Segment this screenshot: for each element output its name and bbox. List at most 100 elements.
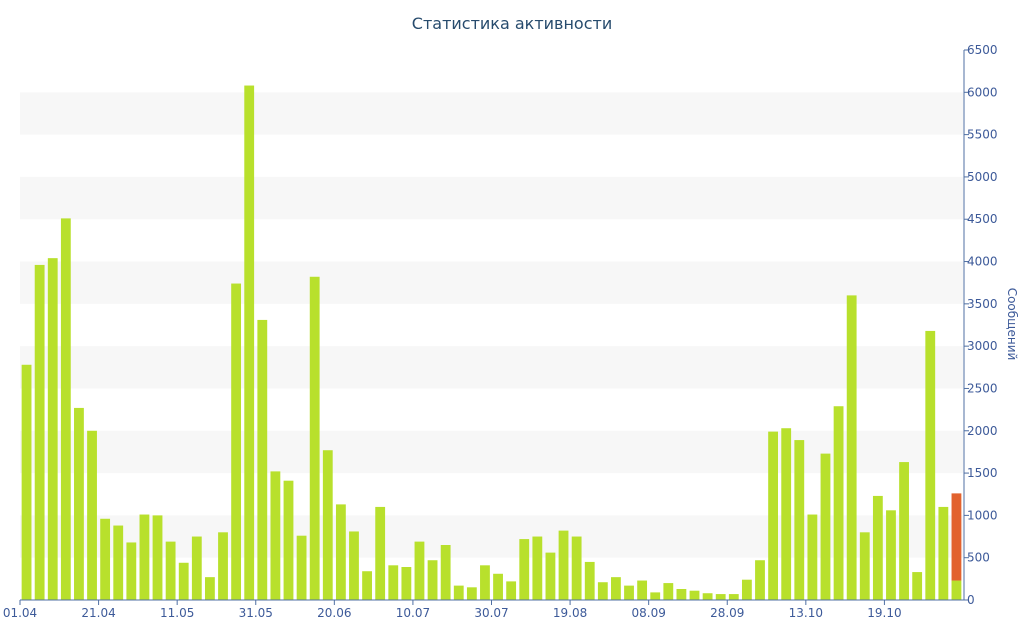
bar: [951, 580, 962, 600]
x-tick-label: 20.06: [317, 606, 351, 620]
bar: [453, 585, 464, 600]
x-tick-label: 01.04: [3, 606, 37, 620]
grid-band: [20, 346, 963, 389]
y-tick-label: 6500: [967, 43, 998, 57]
bar: [886, 510, 896, 600]
bar: [650, 592, 661, 600]
bar: [74, 407, 84, 600]
x-tick-label: 21.04: [81, 606, 115, 620]
y-tick-label: 4000: [967, 255, 998, 269]
bar: [244, 85, 255, 601]
x-tick-label: 08.09: [631, 606, 665, 620]
bar: [218, 532, 228, 600]
grid-band: [20, 176, 963, 220]
bar: [283, 480, 294, 600]
y-tick-label: 5500: [967, 128, 998, 142]
bar: [532, 536, 543, 600]
bar: [899, 462, 909, 600]
bar: [414, 541, 425, 600]
bar: [833, 406, 844, 600]
bar: [624, 585, 634, 600]
grid-band: [20, 261, 963, 304]
grid-band: [20, 515, 963, 558]
bar: [480, 565, 490, 600]
axes-group: 0 500 1000 1500 2000 2500 3000 3500 4000 4500 5000…: [3, 43, 998, 620]
bar: [257, 319, 268, 600]
bar: [846, 295, 857, 600]
bar: [702, 593, 713, 600]
bar-highlight-segment: [951, 493, 962, 581]
bar: [519, 539, 530, 600]
bar: [558, 530, 569, 600]
bar: [611, 577, 621, 600]
bar: [362, 571, 372, 600]
x-tick-label: 11.05: [160, 606, 194, 620]
bar: [427, 560, 438, 600]
bar: [925, 330, 936, 600]
bar: [375, 506, 386, 600]
bar: [741, 579, 752, 600]
bar: [204, 577, 215, 600]
bar: [335, 504, 346, 600]
bar: [676, 589, 687, 600]
bar: [322, 450, 333, 600]
bar: [113, 525, 124, 600]
bar: [231, 283, 242, 600]
bar: [47, 258, 58, 600]
bar: [349, 531, 359, 600]
bar: [820, 453, 831, 600]
y-tick-label: 4500: [967, 212, 998, 226]
bar: [34, 264, 45, 600]
bar: [597, 582, 608, 600]
bar: [466, 587, 477, 600]
bar: [715, 594, 726, 600]
x-tick-label: 10.07: [396, 606, 430, 620]
bar: [440, 545, 451, 600]
x-tick-label: 28.09: [710, 606, 744, 620]
bar: [794, 440, 805, 600]
x-tick-label: 13.10: [789, 606, 823, 620]
bar: [270, 471, 281, 600]
y-tick-label: 1500: [967, 466, 998, 480]
bar: [859, 532, 870, 600]
grid-band: [20, 92, 963, 135]
bar: [872, 495, 883, 600]
y-tick-label: 5000: [967, 170, 998, 184]
bar: [21, 364, 32, 600]
bar: [807, 514, 818, 600]
y-axis-title: Сообщений: [1005, 288, 1019, 361]
bar: [178, 562, 189, 600]
bar: [493, 573, 503, 600]
background-bands: [20, 92, 963, 558]
bar: [191, 536, 202, 600]
x-tick-label: 30.07: [474, 606, 508, 620]
bar: [571, 536, 582, 600]
x-tick-label: 19.10: [867, 606, 901, 620]
x-tick-label: 19.08: [553, 606, 587, 620]
bar: [87, 430, 97, 600]
bar: [637, 580, 648, 600]
y-tick-label: 6000: [967, 85, 998, 99]
bar: [912, 572, 923, 600]
bar: [152, 515, 163, 600]
bar: [60, 218, 71, 600]
bar: [126, 542, 137, 600]
chart-title: Статистика активности: [411, 14, 613, 33]
y-tick-label: 500: [967, 551, 990, 565]
bar: [689, 590, 700, 600]
bar: [545, 552, 556, 600]
y-tick-label: 2000: [967, 424, 998, 438]
y-tick-label: 3500: [967, 297, 998, 311]
bar: [100, 518, 111, 600]
y-tick-label: 0: [967, 593, 975, 607]
bar: [781, 428, 792, 600]
bar: [938, 506, 949, 600]
bar: [401, 567, 412, 600]
bar: [165, 541, 176, 600]
bar: [388, 565, 399, 600]
bar: [309, 276, 320, 600]
bar: [139, 514, 150, 600]
bar: [663, 583, 674, 600]
bar: [755, 560, 765, 600]
